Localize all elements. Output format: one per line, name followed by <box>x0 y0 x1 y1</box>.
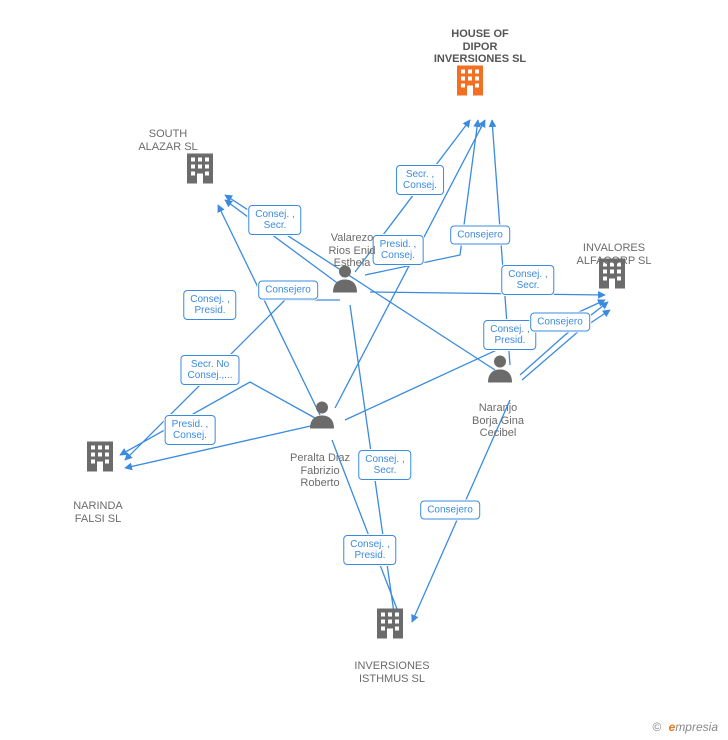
person-icon <box>485 353 515 388</box>
building-icon <box>185 152 215 189</box>
edge-label: Consej. , Secr. <box>501 265 554 295</box>
watermark-rest: mpresia <box>675 720 718 734</box>
edge-label: Consejero <box>420 501 480 520</box>
edge-label: Consej. , Presid. <box>183 290 236 320</box>
edge-label: Consejero <box>258 281 318 300</box>
person-icon <box>330 263 360 298</box>
edge-label: Presid. , Consej. <box>165 415 216 445</box>
edge <box>120 382 315 455</box>
copyright-symbol: © <box>652 720 661 734</box>
edge-label: Consej. , Secr. <box>358 450 411 480</box>
edge-label: Secr. No Consej.,... <box>180 355 239 385</box>
building-icon <box>85 440 115 477</box>
watermark-text: empresia <box>669 720 718 734</box>
edge-label: Presid. , Consej. <box>373 235 424 265</box>
edge-label: Secr. , Consej. <box>396 165 444 195</box>
edge-label: Consej. , Presid. <box>483 320 536 350</box>
person-icon <box>307 399 337 434</box>
edge-label: Consej. , Secr. <box>248 205 301 235</box>
edges-layer <box>0 0 728 740</box>
building-icon <box>375 607 405 644</box>
network-diagram: Consej. , Secr. Secr. , Consej. Presid. , … <box>0 0 728 740</box>
building-icon <box>455 64 485 101</box>
watermark: © empresia <box>652 720 718 734</box>
edge <box>370 292 605 295</box>
edge-label: Consej. , Presid. <box>343 535 396 565</box>
building-icon <box>597 257 627 294</box>
edge-label: Consejero <box>450 226 510 245</box>
edge-label: Consejero <box>530 313 590 332</box>
